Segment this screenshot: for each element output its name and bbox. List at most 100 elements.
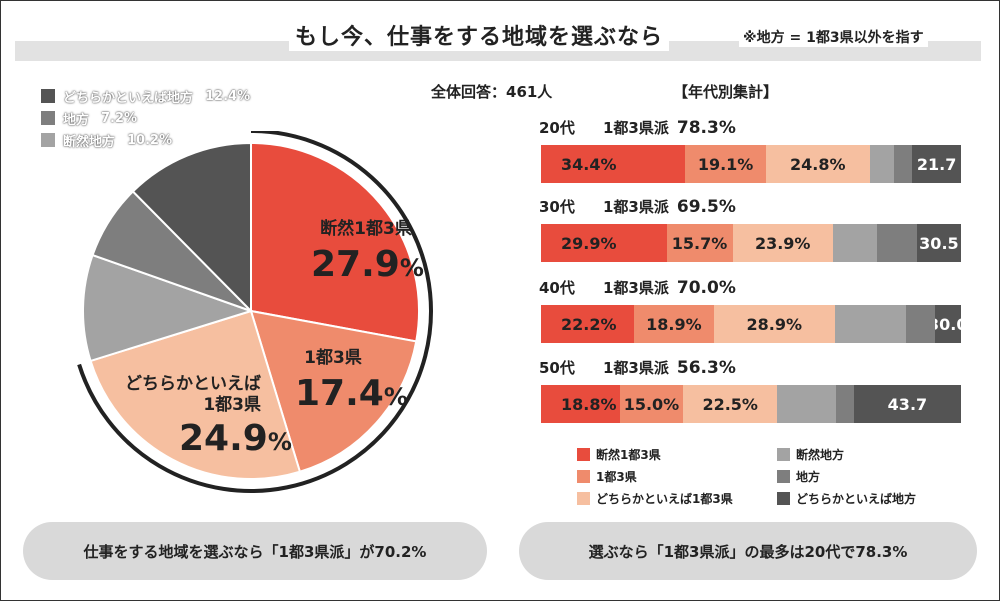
legend-value: 10.2% bbox=[127, 132, 173, 148]
seg-dochira-chiho: 43.7 bbox=[853, 385, 961, 423]
legend-item: 断然地方 bbox=[777, 445, 957, 463]
stacked-bar: 22.2%18.9%28.9% 30.0 bbox=[541, 305, 961, 343]
age-label: 20代 bbox=[539, 119, 575, 137]
age-group-30s: 30代 1都3県派 69.5% 29.9% 15.7% 23.9% 30.5 bbox=[539, 196, 963, 262]
legend-item: 1都3県 bbox=[577, 467, 777, 485]
legend-swatch bbox=[41, 133, 55, 147]
legend-label: 地方 bbox=[796, 469, 821, 484]
legend-swatch bbox=[577, 491, 590, 505]
age-group-header: 50代 1都3県派 56.3% bbox=[539, 357, 963, 385]
legend-swatch bbox=[577, 469, 590, 483]
slice-dochira-toshi bbox=[89, 309, 302, 480]
legend-swatch bbox=[777, 447, 790, 461]
stacked-bar: 34.4% 19.1% 24.8% 21.7 bbox=[541, 145, 961, 183]
seg-chiho bbox=[905, 305, 935, 343]
pie-label-dochira-name-1: どちらかといえば bbox=[125, 374, 261, 394]
age-group-40s: 40代 1都3県派 70.0% 22.2%18.9%28.9% 30.0 bbox=[539, 277, 963, 343]
legend-swatch bbox=[41, 111, 55, 125]
seg-dochira-toshi: 24.8% bbox=[765, 145, 870, 183]
legend-item-danzen-chiho: 断然地方 10.2% bbox=[41, 129, 250, 151]
seg-dochira-chiho: 21.7 bbox=[912, 145, 961, 183]
seg-dochira-chiho: 30.5 bbox=[916, 224, 961, 262]
pie-legend: どちらかといえば地方 12.4% 地方 7.2% 断然地方 10.2% bbox=[41, 85, 250, 151]
legend-value: 12.4% bbox=[205, 88, 251, 104]
toshi-total: 56.3% bbox=[676, 358, 736, 378]
seg-toshi: 18.9% bbox=[634, 305, 714, 343]
summary-pill-right: 選ぶなら「1都3県派」の最多は20代で78.3% bbox=[519, 522, 977, 580]
age-group-20s: 20代 1都3県派 78.3% 34.4% 19.1% 24.8% 21.7 bbox=[539, 117, 963, 183]
legend-value: 7.2% bbox=[101, 110, 138, 126]
page-title: もし今、仕事をする地域を選ぶなら bbox=[289, 19, 670, 51]
summary-pill-left: 仕事をする地域を選ぶなら「1都3県派」が70.2% bbox=[23, 522, 487, 580]
by-age-heading: 【年代別集計】 bbox=[673, 83, 779, 101]
toshi-outer-arc bbox=[77, 131, 433, 493]
toshi-total: 69.5% bbox=[676, 197, 736, 217]
legend-item: 地方 bbox=[777, 467, 957, 485]
toshi-label: 1都3県派 bbox=[603, 198, 669, 216]
seg-dochira-toshi: 28.9% bbox=[713, 305, 835, 343]
pie-value-dochira: 24.9% bbox=[179, 418, 292, 459]
seg-danzen-chiho bbox=[834, 305, 906, 343]
stacked-bar: 18.8% 15.0% 22.5% 43.7 bbox=[541, 385, 961, 423]
seg-dochira-toshi: 23.9% bbox=[732, 224, 833, 262]
legend-label: 断然地方 bbox=[796, 447, 845, 462]
pie-chart: 断然1都3県 27.9% 1都3県 17.4% どちらかといえば 1都3県 24… bbox=[77, 131, 433, 493]
toshi-total: 78.3% bbox=[676, 118, 736, 138]
legend-item: 断然1都3県 bbox=[577, 445, 777, 463]
total-respondents: 全体回答：461人 bbox=[431, 83, 553, 101]
seg-toshi: 15.0% bbox=[619, 385, 683, 423]
bar-legend: 断然1都3県 断然地方 1都3県 地方 どちらかといえば1都3県 どちらかといえ… bbox=[577, 445, 957, 507]
legend-item: どちらかといえば地方 bbox=[777, 489, 957, 507]
slice-dochira-chiho bbox=[131, 141, 252, 314]
pie-label-danzen-name: 断然1都3県 bbox=[320, 218, 412, 239]
pie-label-toshi-name: 1都3県 bbox=[304, 347, 362, 368]
definition-note: ※地方 = 1都3県以外を指す bbox=[739, 27, 928, 47]
legend-item: どちらかといえば1都3県 bbox=[577, 489, 777, 507]
pie-label-dochira-name-2: 1都3県 bbox=[203, 394, 261, 415]
slice-danzen-toshi bbox=[250, 141, 420, 343]
slice-toshi bbox=[249, 309, 418, 473]
toshi-label: 1都3県派 bbox=[603, 359, 669, 377]
age-group-50s: 50代 1都3県派 56.3% 18.8% 15.0% 22.5% 43.7 bbox=[539, 357, 963, 423]
legend-swatch bbox=[777, 469, 790, 483]
legend-label: 1都3県 bbox=[596, 469, 637, 484]
seg-danzen-toshi: 34.4% bbox=[541, 145, 686, 183]
seg-danzen-chiho bbox=[869, 145, 895, 183]
seg-chiho bbox=[894, 145, 913, 183]
legend-label: どちらかといえば地方 bbox=[796, 491, 917, 506]
seg-danzen-toshi: 22.2% bbox=[541, 305, 635, 343]
seg-dochira-chiho: 30.0 bbox=[934, 305, 961, 343]
legend-label: どちらかといえば地方 bbox=[63, 90, 194, 106]
seg-danzen-toshi: 29.9% bbox=[541, 224, 667, 262]
age-label: 30代 bbox=[539, 198, 575, 216]
legend-label: 断然地方 bbox=[63, 134, 116, 150]
seg-toshi: 15.7% bbox=[666, 224, 733, 262]
toshi-label: 1都3県派 bbox=[603, 279, 669, 297]
seg-danzen-chiho bbox=[832, 224, 878, 262]
pie-value-danzen: 27.9% bbox=[311, 244, 424, 285]
toshi-total: 70.0% bbox=[676, 278, 736, 298]
legend-item-dochira-chiho: どちらかといえば地方 12.4% bbox=[41, 85, 250, 107]
slice-danzen-chiho bbox=[82, 253, 255, 363]
legend-item-chiho: 地方 7.2% bbox=[41, 107, 250, 129]
seg-toshi: 19.1% bbox=[685, 145, 766, 183]
pie-slices bbox=[82, 141, 420, 480]
age-group-header: 30代 1都3県派 69.5% bbox=[539, 196, 963, 224]
age-label: 50代 bbox=[539, 359, 575, 377]
seg-chiho bbox=[836, 385, 854, 423]
legend-swatch bbox=[41, 89, 55, 103]
pie-value-toshi: 17.4% bbox=[295, 373, 408, 414]
age-group-header: 40代 1都3県派 70.0% bbox=[539, 277, 963, 305]
age-label: 40代 bbox=[539, 279, 575, 297]
toshi-label: 1都3県派 bbox=[603, 119, 669, 137]
legend-swatch bbox=[777, 491, 790, 505]
legend-swatch bbox=[577, 447, 590, 461]
seg-chiho bbox=[877, 224, 917, 262]
stacked-bar: 29.9% 15.7% 23.9% 30.5 bbox=[541, 224, 961, 262]
legend-label: どちらかといえば1都3県 bbox=[596, 491, 733, 506]
age-group-header: 20代 1都3県派 78.3% bbox=[539, 117, 963, 145]
seg-danzen-toshi: 18.8% bbox=[541, 385, 620, 423]
seg-danzen-chiho bbox=[777, 385, 837, 423]
legend-label: 断然1都3県 bbox=[596, 447, 661, 462]
